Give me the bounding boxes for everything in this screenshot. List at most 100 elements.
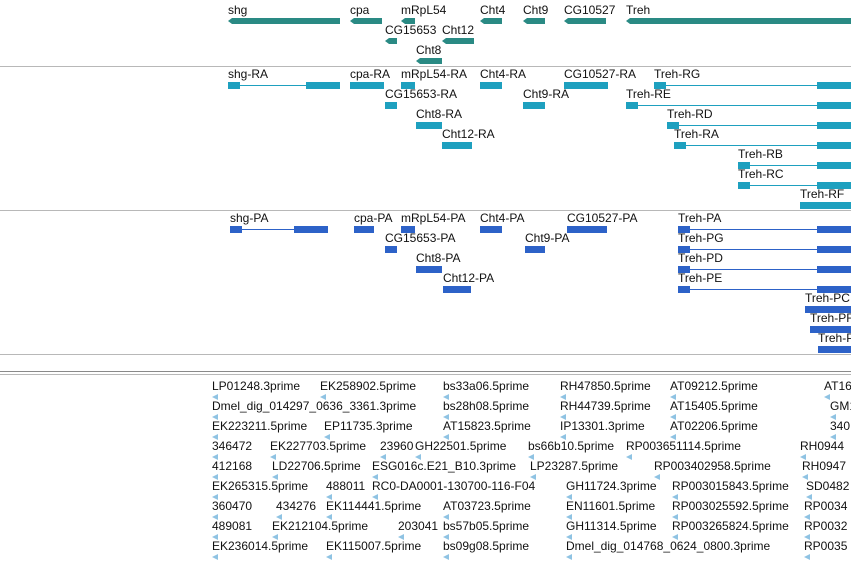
protein-exon[interactable] [401, 226, 415, 233]
est-label[interactable]: AT02206.5prime [670, 419, 758, 433]
est-label[interactable]: RH44739.5prime [560, 399, 651, 413]
transcript-exon[interactable] [817, 182, 851, 189]
protein-exon[interactable] [294, 226, 328, 233]
gene-label[interactable]: Cht9 [523, 3, 549, 17]
protein-label[interactable]: Cht4-PA [480, 211, 525, 225]
transcript-intron-line[interactable] [667, 125, 851, 126]
est-arrow-icon[interactable] [804, 534, 810, 540]
est-label[interactable]: GH22501.5prime [415, 439, 507, 453]
transcript-label[interactable]: CG10527-RA [564, 67, 637, 81]
transcript-intron-line[interactable] [674, 145, 851, 146]
est-arrow-icon[interactable] [528, 454, 534, 460]
est-arrow-icon[interactable] [212, 514, 218, 520]
gene-glyph[interactable] [626, 18, 851, 24]
est-label[interactable]: EK258902.5prime [320, 379, 417, 393]
est-label[interactable]: SD0482 [806, 479, 850, 493]
est-arrow-icon[interactable] [566, 554, 572, 560]
est-arrow-icon[interactable] [212, 474, 218, 480]
transcript-label[interactable]: Cht12-RA [442, 127, 495, 141]
est-arrow-icon[interactable] [800, 454, 806, 460]
est-label[interactable]: EK212104.5prime [272, 519, 369, 533]
est-label[interactable]: 412168 [212, 459, 253, 473]
est-arrow-icon[interactable] [372, 474, 378, 480]
est-arrow-icon[interactable] [443, 534, 449, 540]
transcript-exon[interactable] [654, 82, 666, 89]
est-arrow-icon[interactable] [326, 554, 332, 560]
est-label[interactable]: EK223211.5prime [212, 419, 308, 433]
protein-exon[interactable] [443, 286, 471, 293]
gene-label[interactable]: Cht8 [416, 43, 442, 57]
est-arrow-icon[interactable] [212, 494, 218, 500]
transcript-exon[interactable] [817, 102, 851, 109]
protein-label[interactable]: mRpL54-PA [401, 211, 466, 225]
transcript-exon[interactable] [674, 142, 686, 149]
est-arrow-icon[interactable] [824, 394, 830, 400]
gene-glyph[interactable] [564, 18, 606, 24]
gene-glyph[interactable] [401, 18, 415, 24]
transcript-exon[interactable] [564, 82, 608, 89]
est-label[interactable]: EN11601.5prime [566, 499, 656, 513]
est-label[interactable]: 488011 [326, 479, 366, 493]
transcript-exon[interactable] [626, 102, 638, 109]
est-arrow-icon[interactable] [326, 514, 332, 520]
est-arrow-icon[interactable] [320, 394, 326, 400]
protein-exon[interactable] [817, 266, 851, 273]
protein-label[interactable]: cpa-PA [354, 211, 393, 225]
est-arrow-icon[interactable] [272, 534, 278, 540]
est-arrow-icon[interactable] [804, 554, 810, 560]
gene-label[interactable]: shg [228, 3, 248, 17]
protein-label[interactable]: Treh-PC [805, 291, 850, 305]
est-arrow-icon[interactable] [672, 514, 678, 520]
est-arrow-icon[interactable] [672, 534, 678, 540]
est-arrow-icon[interactable] [272, 474, 278, 480]
est-label[interactable]: 489081 [212, 519, 253, 533]
transcript-label[interactable]: cpa-RA [350, 67, 391, 81]
transcript-exon[interactable] [401, 82, 415, 89]
est-label[interactable]: EK114441.5prime [326, 499, 422, 513]
transcript-label[interactable]: Treh-RC [738, 167, 784, 181]
est-arrow-icon[interactable] [212, 394, 218, 400]
est-label[interactable]: GH11314.5prime [566, 519, 657, 533]
est-arrow-icon[interactable] [443, 514, 449, 520]
est-label[interactable]: RH47850.5prime [560, 379, 651, 393]
est-label[interactable]: AT15405.5prime [670, 399, 758, 413]
est-arrow-icon[interactable] [530, 474, 536, 480]
gene-glyph[interactable] [442, 38, 474, 44]
transcript-exon[interactable] [385, 102, 397, 109]
transcript-exon[interactable] [523, 102, 545, 109]
est-label[interactable]: GH11724.3prime [566, 479, 657, 493]
est-label[interactable]: 346472 [212, 439, 253, 453]
est-label[interactable]: Dmel_dig_014768_0624_0800.3prime [566, 539, 771, 553]
gene-label[interactable]: mRpL54 [401, 3, 447, 17]
est-arrow-icon[interactable] [443, 554, 449, 560]
protein-exon[interactable] [817, 246, 851, 253]
est-label[interactable]: EK227703.5prime [270, 439, 367, 453]
gene-glyph[interactable] [523, 18, 545, 24]
gene-glyph[interactable] [228, 18, 340, 24]
transcript-label[interactable]: Treh-RF [800, 187, 845, 201]
transcript-intron-line[interactable] [228, 85, 340, 86]
gene-glyph[interactable] [350, 18, 382, 24]
gene-label[interactable]: cpa [350, 3, 370, 17]
est-label[interactable]: bs09g08.5prime [443, 539, 530, 553]
est-arrow-icon[interactable] [372, 494, 378, 500]
est-arrow-icon[interactable] [212, 554, 218, 560]
protein-intron-line[interactable] [678, 249, 851, 250]
protein-label[interactable]: Treh-PA [678, 211, 722, 225]
transcript-exon[interactable] [817, 82, 851, 89]
transcript-exon[interactable] [817, 122, 851, 129]
est-arrow-icon[interactable] [806, 494, 812, 500]
est-label[interactable]: bs57b05.5prime [443, 519, 530, 533]
est-arrow-icon[interactable] [326, 494, 332, 500]
protein-exon[interactable] [354, 226, 374, 233]
transcript-label[interactable]: Treh-RB [738, 147, 783, 161]
transcript-exon[interactable] [667, 122, 679, 129]
est-label[interactable]: RP0035 [804, 539, 848, 553]
est-label[interactable]: RH0947 [802, 459, 847, 473]
est-label[interactable]: 360470 [212, 499, 253, 513]
transcript-label[interactable]: Cht9-RA [523, 87, 570, 101]
transcript-exon[interactable] [738, 182, 750, 189]
est-label[interactable]: RC0-DA0001-130700-116-F04 [372, 479, 536, 493]
est-label[interactable]: EK115007.5prime [326, 539, 422, 553]
est-arrow-icon[interactable] [670, 434, 676, 440]
